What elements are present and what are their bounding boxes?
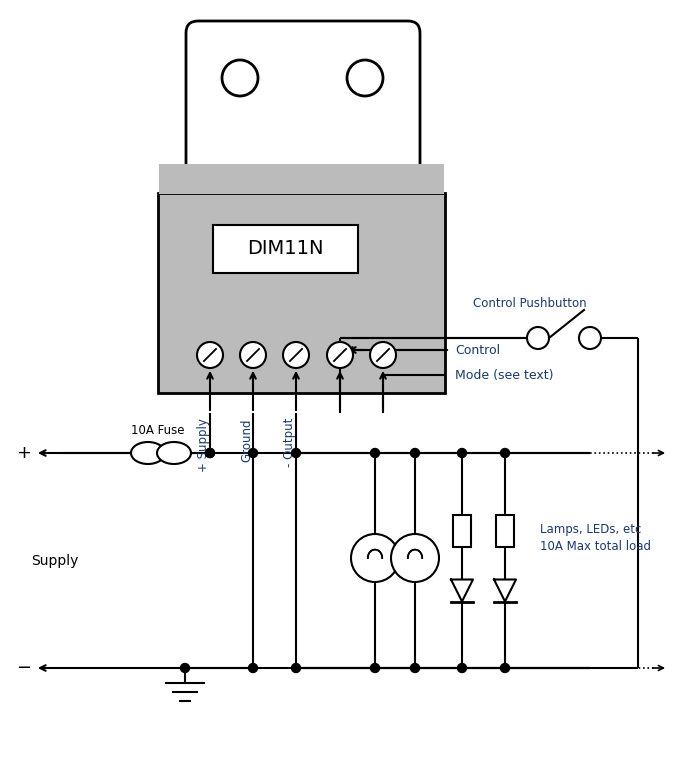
Circle shape: [206, 449, 214, 458]
Text: 10A Fuse: 10A Fuse: [131, 424, 184, 437]
Circle shape: [410, 449, 419, 458]
Text: Supply: Supply: [31, 554, 78, 568]
Circle shape: [283, 342, 309, 368]
Circle shape: [351, 534, 399, 582]
Circle shape: [370, 342, 396, 368]
Text: - Output: - Output: [284, 418, 297, 468]
Circle shape: [347, 60, 383, 96]
Bar: [213, 225, 358, 273]
Circle shape: [458, 449, 466, 458]
Text: DIM11N: DIM11N: [247, 240, 323, 259]
Circle shape: [222, 60, 258, 96]
Circle shape: [248, 449, 258, 458]
Circle shape: [391, 534, 439, 582]
Circle shape: [206, 449, 214, 458]
Text: −: −: [16, 659, 31, 677]
FancyBboxPatch shape: [186, 21, 420, 205]
Circle shape: [291, 664, 300, 673]
Circle shape: [527, 327, 549, 349]
Ellipse shape: [131, 442, 165, 464]
Circle shape: [370, 664, 379, 673]
Bar: [158, 193, 445, 393]
Bar: [496, 515, 514, 547]
Circle shape: [197, 342, 223, 368]
Circle shape: [500, 664, 510, 673]
Text: Mode (see text): Mode (see text): [455, 369, 554, 382]
Text: +: +: [16, 444, 31, 462]
Text: Lamps, LEDs, etc
10A Max total load: Lamps, LEDs, etc 10A Max total load: [540, 522, 651, 554]
Circle shape: [181, 664, 190, 673]
Text: Control: Control: [455, 343, 500, 356]
Circle shape: [248, 664, 258, 673]
Bar: [159, 164, 444, 194]
Circle shape: [327, 342, 353, 368]
Bar: [453, 515, 471, 547]
Text: Control Pushbutton: Control Pushbutton: [473, 297, 587, 310]
Circle shape: [500, 449, 510, 458]
Circle shape: [240, 342, 266, 368]
Text: + Supply: + Supply: [197, 418, 211, 472]
Circle shape: [579, 327, 601, 349]
Ellipse shape: [157, 442, 191, 464]
Circle shape: [291, 449, 300, 458]
Text: Ground: Ground: [241, 418, 253, 462]
Circle shape: [370, 449, 379, 458]
Circle shape: [458, 664, 466, 673]
Circle shape: [410, 664, 419, 673]
